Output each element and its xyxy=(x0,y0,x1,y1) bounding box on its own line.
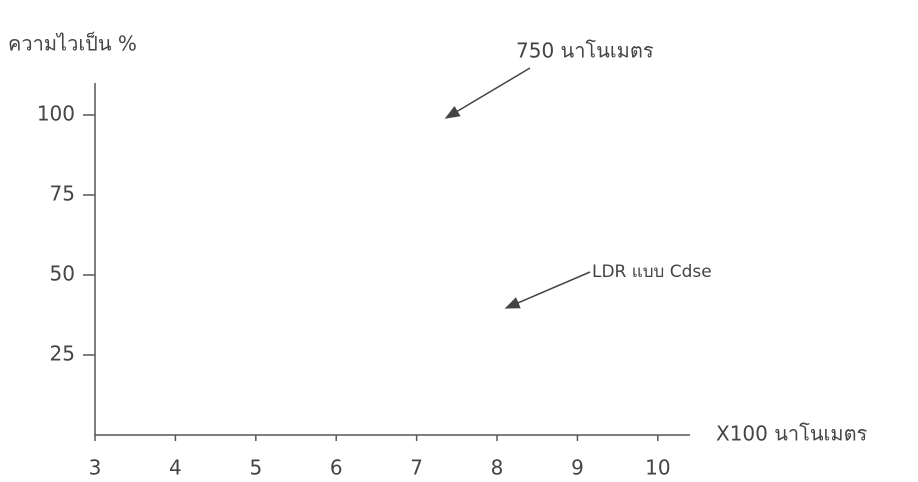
x-tick-label: 3 xyxy=(89,456,102,480)
x-tick-label: 5 xyxy=(249,456,262,480)
annotation: 750 นาโนเมตร xyxy=(516,39,654,63)
annotation: LDR แบบ Cdse xyxy=(592,262,712,282)
x-tick-label: 9 xyxy=(571,456,584,480)
x-tick-label: 4 xyxy=(169,456,182,480)
x-tick-label: 7 xyxy=(410,456,423,480)
page: {"chart_data": {"type": "line", "y_label… xyxy=(0,0,918,482)
x-tick-label: 6 xyxy=(330,456,343,480)
x-tick-label: 10 xyxy=(645,456,670,480)
annotation-arrow xyxy=(446,68,530,118)
y-tick-label: 100 xyxy=(37,102,75,126)
y-axis-label: ความไวเป็น % xyxy=(8,31,137,56)
y-tick-label: 50 xyxy=(50,262,75,286)
x-axis-label: X100 นาโนเมตร xyxy=(716,422,868,446)
y-tick-label: 25 xyxy=(50,342,75,366)
chart: ความไวเป็น % X100 นาโนเมตร 750 นาโนเมตร … xyxy=(0,0,918,482)
y-tick-label: 75 xyxy=(50,182,75,206)
x-tick-label: 8 xyxy=(491,456,504,480)
annotation-arrow xyxy=(506,272,590,308)
